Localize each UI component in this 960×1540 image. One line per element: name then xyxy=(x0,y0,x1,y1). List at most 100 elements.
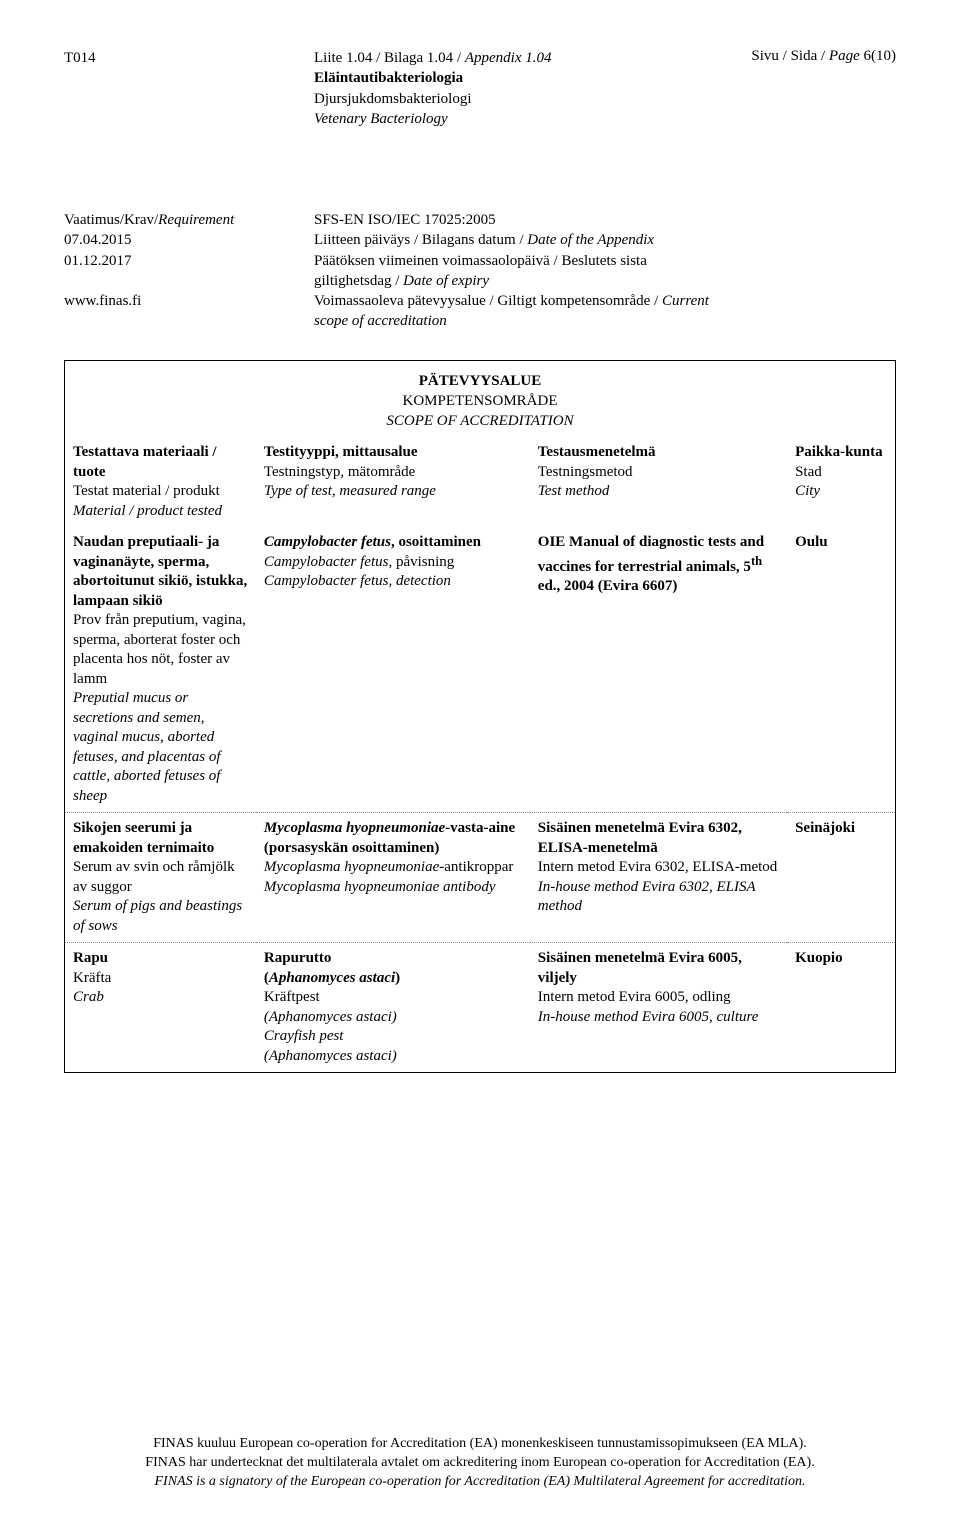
test-name-fi: Rapurutto xyxy=(264,949,522,969)
standard: SFS-EN ISO/IEC 17025:2005 xyxy=(314,210,716,230)
col-test-type-fi: Testityyppi, mittausalue xyxy=(264,443,522,463)
method-sup: th xyxy=(751,554,762,568)
col-test-type-en: Type of test, measured range xyxy=(264,482,522,502)
cell-method: Sisäinen menetelmä Evira 6302, ELISA-men… xyxy=(530,813,787,943)
test-name-it: Mycoplasma hyopneumoniae xyxy=(264,820,445,836)
document-header: T014 Liite 1.04 / Bilaga 1.04 / Appendix… xyxy=(64,48,896,129)
method-sv: Intern metod Evira 6302, ELISA-metod xyxy=(538,858,779,878)
cell-material: Naudan preputiaali- ja vaginanäyte, sper… xyxy=(65,527,256,813)
col-city-sv: Stad xyxy=(795,463,887,483)
scope-title-sv: KOMPETENSOMRÅDE xyxy=(65,391,895,411)
cell-city: Seinäjoki xyxy=(787,813,895,943)
city: Kuopio xyxy=(795,949,887,969)
species-sv: (Aphanomyces astaci) xyxy=(264,1008,522,1028)
subject-en: Vetenary Bacteriology xyxy=(314,109,716,129)
cell-method: OIE Manual of diagnostic tests and vacci… xyxy=(530,527,787,813)
material-en: Crab xyxy=(73,988,248,1008)
date-issued-label: Liitteen päiväys / Bilagans datum / xyxy=(314,232,527,248)
col-material-sv: Testat material / produkt xyxy=(73,482,248,502)
method-sv: Intern metod Evira 6005, odling xyxy=(538,988,779,1008)
header-mid: Liite 1.04 / Bilaga 1.04 / Appendix 1.04… xyxy=(314,48,716,129)
footer-line-fi: FINAS kuuluu European co-operation for A… xyxy=(64,1435,896,1454)
header-meta: Vaatimus/Krav/Requirement 07.04.2015 01.… xyxy=(64,129,896,332)
doc-id: T014 xyxy=(64,48,314,68)
col-test-type-sv: Testningstyp, mätområde xyxy=(264,463,522,483)
appendix-line: Liite 1.04 / Bilaga 1.04 / xyxy=(314,50,465,66)
footer-line-sv: FINAS har undertecknat det multilaterala… xyxy=(64,1454,896,1473)
scope-label: Voimassaoleva pätevyysalue / Giltigt kom… xyxy=(314,293,662,309)
col-method-sv: Testningsmetod xyxy=(538,463,779,483)
material-fi: Rapu xyxy=(73,949,248,969)
paren-close: ) xyxy=(395,970,400,986)
page-number: 6(10) xyxy=(864,48,897,64)
date-issued-label-it: Date of the Appendix xyxy=(527,232,654,248)
material-en: Preputial mucus or secretions and semen,… xyxy=(73,689,248,806)
cell-city: Oulu xyxy=(787,527,895,813)
method-text: OIE Manual of diagnostic tests and vacci… xyxy=(538,534,764,575)
date-issued: 07.04.2015 xyxy=(64,230,314,250)
material-sv: Serum av svin och råmjölk av suggor xyxy=(73,858,248,897)
material-sv: Kräfta xyxy=(73,969,248,989)
header-left: T014 xyxy=(64,48,314,129)
col-city: Paikka-kunta Stad City xyxy=(787,437,895,527)
method-text2: ed., 2004 (Evira 6607) xyxy=(538,578,678,594)
method-fi: Sisäinen menetelmä Evira 6302, ELISA-men… xyxy=(538,819,779,858)
test-name-it: Campylobacter fetus xyxy=(264,534,391,550)
req-label: Vaatimus/Krav/ xyxy=(64,212,158,228)
col-test-type: Testityyppi, mittausalue Testningstyp, m… xyxy=(256,437,530,527)
test-name-sv-it: Mycoplasma hyopneumoniae- xyxy=(264,859,444,875)
req-label-it: Requirement xyxy=(158,212,234,228)
material-sv: Prov från preputium, vagina, sperma, abo… xyxy=(73,611,248,689)
test-name-en: Mycoplasma hyopneumoniae antibody xyxy=(264,878,522,898)
scope-title-en: SCOPE OF ACCREDITATION xyxy=(65,411,895,431)
cell-method: Sisäinen menetelmä Evira 6005, viljely I… xyxy=(530,943,787,1073)
appendix-line-it: Appendix 1.04 xyxy=(465,50,552,66)
date-expiry: 01.12.2017 xyxy=(64,251,314,271)
test-name-en: Campylobacter fetus, detection xyxy=(264,572,522,592)
test-name-sv: påvisning xyxy=(396,554,454,570)
col-material-en: Material / product tested xyxy=(73,502,248,522)
material-en: Serum of pigs and beastings of sows xyxy=(73,897,248,936)
test-name-sv: antikroppar xyxy=(444,859,513,875)
accreditation-table: Testattava materiaali / tuote Testat mat… xyxy=(65,437,895,1072)
cell-material: Sikojen seerumi ja emakoiden ternimaito … xyxy=(65,813,256,943)
table-header-row: Testattava materiaali / tuote Testat mat… xyxy=(65,437,895,527)
col-method-fi: Testausmenetelmä xyxy=(538,443,779,463)
test-name-sv: Kräftpest xyxy=(264,988,522,1008)
table-row: Naudan preputiaali- ja vaginanäyte, sper… xyxy=(65,527,895,813)
subject-fi: Eläintautibakteriologia xyxy=(314,68,716,88)
method-fi: Sisäinen menetelmä Evira 6005, viljely xyxy=(538,949,779,988)
cell-material: Rapu Kräfta Crab xyxy=(65,943,256,1073)
test-name-sv-it: Campylobacter fetus, xyxy=(264,554,392,570)
footer-line-en: FINAS is a signatory of the European co-… xyxy=(64,1473,896,1492)
col-method: Testausmenetelmä Testningsmetod Test met… xyxy=(530,437,787,527)
col-material-fi: Testattava materiaali / tuote xyxy=(73,443,248,482)
document-footer: FINAS kuuluu European co-operation for A… xyxy=(64,1435,896,1492)
cell-city: Kuopio xyxy=(787,943,895,1073)
species-en: (Aphanomyces astaci) xyxy=(264,1047,522,1067)
table-row: Sikojen seerumi ja emakoiden ternimaito … xyxy=(65,813,895,943)
test-name-en: Crayfish pest xyxy=(264,1027,522,1047)
scope-title: PÄTEVYYSALUE KOMPETENSOMRÅDE SCOPE OF AC… xyxy=(65,361,895,438)
page-label: Sivu / Sida / xyxy=(751,48,829,64)
table-row: Rapu Kräfta Crab Rapurutto (Aphanomyces … xyxy=(65,943,895,1073)
city: Oulu xyxy=(795,533,887,553)
page-label-it: Page xyxy=(829,48,864,64)
method-en: In-house method Evira 6005, culture xyxy=(538,1008,779,1028)
scope-title-fi: PÄTEVYYSALUE xyxy=(65,371,895,391)
col-city-en: City xyxy=(795,482,887,502)
city: Seinäjoki xyxy=(795,819,887,839)
method-en: In-house method Evira 6302, ELISA method xyxy=(538,878,779,917)
website: www.finas.fi xyxy=(64,291,314,311)
cell-test-type: Rapurutto (Aphanomyces astaci) Kräftpest… xyxy=(256,943,530,1073)
material-fi: Naudan preputiaali- ja vaginanäyte, sper… xyxy=(73,533,248,611)
test-name-fi: , osoittaminen xyxy=(391,534,481,550)
cell-test-type: Mycoplasma hyopneumoniae-vasta-aine (por… xyxy=(256,813,530,943)
col-method-en: Test method xyxy=(538,482,779,502)
header-right: Sivu / Sida / Page 6(10) xyxy=(716,48,896,129)
material-fi: Sikojen seerumi ja emakoiden ternimaito xyxy=(73,819,248,858)
accreditation-table-container: PÄTEVYYSALUE KOMPETENSOMRÅDE SCOPE OF AC… xyxy=(64,360,896,1074)
col-city-fi: Paikka-kunta xyxy=(795,443,887,463)
date-expiry-label-it: Date of expiry xyxy=(403,273,489,289)
cell-test-type: Campylobacter fetus, osoittaminen Campyl… xyxy=(256,527,530,813)
